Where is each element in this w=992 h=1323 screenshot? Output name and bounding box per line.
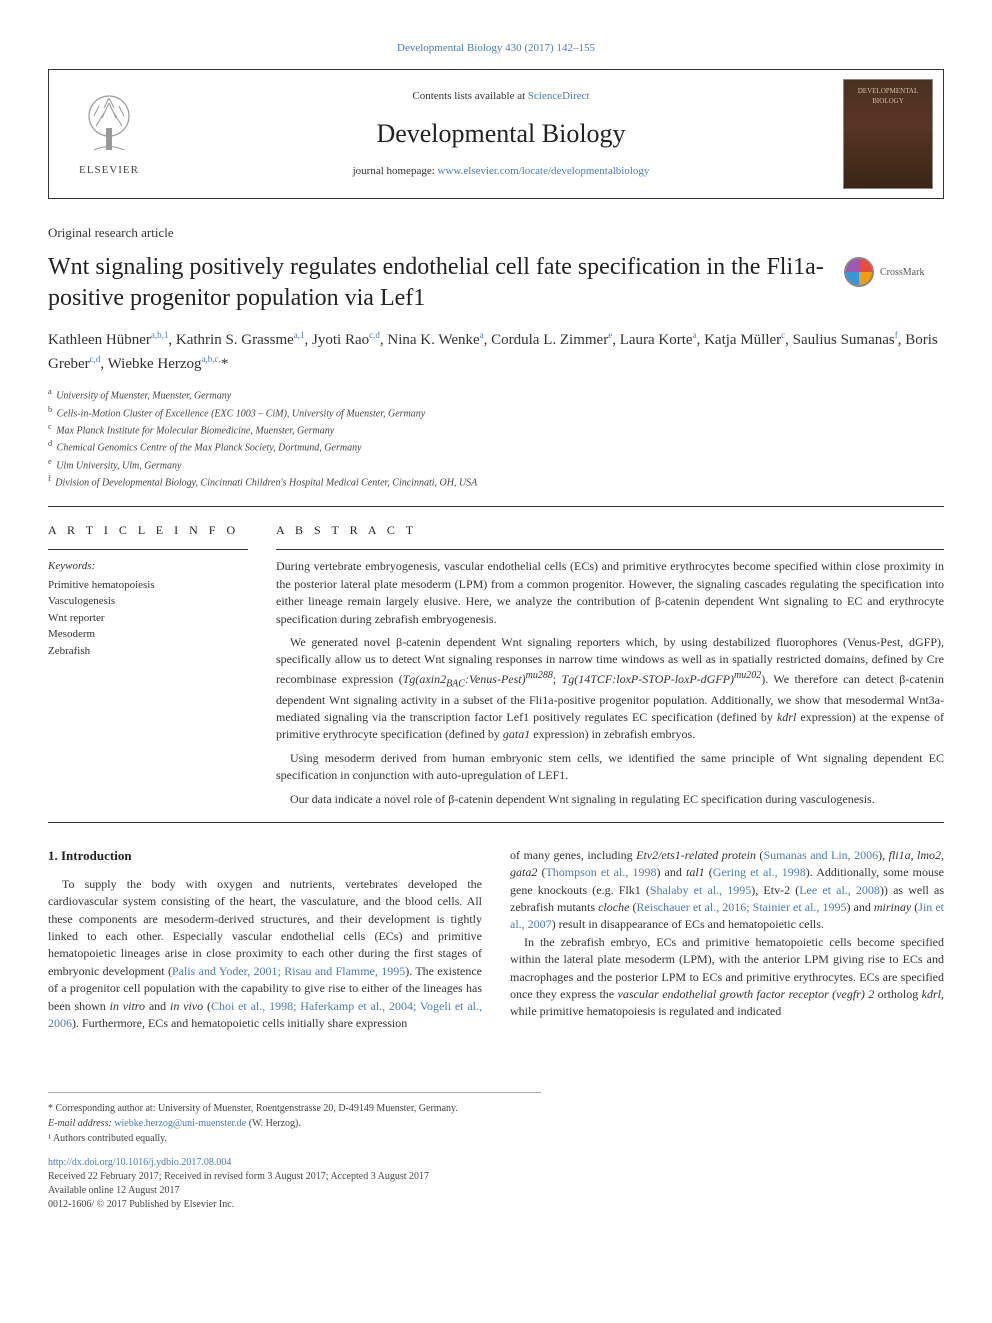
abstract-rule — [276, 549, 944, 550]
keyword-item: Wnt reporter — [48, 610, 248, 627]
affiliation-item: f Division of Developmental Biology, Cin… — [48, 473, 944, 490]
email-label: E-mail address: — [48, 1118, 114, 1129]
top-citation[interactable]: Developmental Biology 430 (2017) 142–155 — [48, 40, 944, 57]
contents-line: Contents lists available at ScienceDirec… — [412, 88, 589, 105]
email-link[interactable]: wiebke.herzog@uni-muenster.de — [114, 1118, 246, 1129]
sciencedirect-link[interactable]: ScienceDirect — [528, 90, 590, 102]
info-rule — [48, 549, 248, 550]
author-list: Kathleen Hübnera,b,1, Kathrin S. Grassme… — [48, 328, 944, 376]
intro-para-right-2: In the zebrafish embryo, ECs and primiti… — [510, 934, 944, 1021]
affiliation-item: d Chemical Genomics Centre of the Max Pl… — [48, 438, 944, 455]
publisher-name: ELSEVIER — [79, 162, 139, 179]
elsevier-tree-icon — [74, 88, 144, 158]
homepage-line: journal homepage: www.elsevier.com/locat… — [353, 163, 650, 180]
abstract-para: We generated novel β-catenin dependent W… — [276, 634, 944, 744]
affiliation-item: c Max Planck Institute for Molecular Bio… — [48, 421, 944, 438]
journal-cover-icon: DEVELOPMENTAL BIOLOGY — [843, 79, 933, 189]
intro-para-right-1: of many genes, including Etv2/ets1-relat… — [510, 847, 944, 934]
affiliation-item: b Cells-in-Motion Cluster of Excellence … — [48, 404, 944, 421]
crossmark-label: CrossMark — [880, 265, 924, 280]
doi-link[interactable]: http://dx.doi.org/10.1016/j.ydbio.2017.0… — [48, 1156, 944, 1170]
email-line: E-mail address: wiebke.herzog@uni-muenst… — [48, 1116, 541, 1131]
keywords-list: Primitive hematopoiesisVasculogenesisWnt… — [48, 577, 248, 660]
separator-rule — [48, 506, 944, 507]
abstract-para: Our data indicate a novel role of β-cate… — [276, 791, 944, 808]
homepage-link[interactable]: www.elsevier.com/locate/developmentalbio… — [438, 165, 650, 177]
journal-header: ELSEVIER Contents lists available at Sci… — [48, 69, 944, 199]
article-info-heading: A R T I C L E I N F O — [48, 521, 248, 539]
email-who: (W. Herzog). — [246, 1118, 301, 1129]
keyword-item: Zebrafish — [48, 643, 248, 660]
cover-text2: BIOLOGY — [872, 96, 904, 107]
crossmark-icon — [844, 257, 874, 287]
keyword-item: Primitive hematopoiesis — [48, 577, 248, 594]
abstract-col: A B S T R A C T During vertebrate embryo… — [276, 521, 944, 814]
abstract-text: During vertebrate embryogenesis, vascula… — [276, 558, 944, 808]
header-center: Contents lists available at ScienceDirec… — [169, 70, 833, 198]
keyword-item: Vasculogenesis — [48, 593, 248, 610]
received-line: Received 22 February 2017; Received in r… — [48, 1170, 944, 1184]
intro-heading: 1. Introduction — [48, 847, 482, 866]
intro-para-left: To supply the body with oxygen and nutri… — [48, 876, 482, 1033]
affiliations: a University of Muenster, Muenster, Germ… — [48, 386, 944, 490]
keywords-label: Keywords: — [48, 558, 248, 575]
article-info-col: A R T I C L E I N F O Keywords: Primitiv… — [48, 521, 248, 814]
abstract-para: Using mesoderm derived from human embryo… — [276, 750, 944, 785]
separator-rule-2 — [48, 822, 944, 823]
cover-text1: DEVELOPMENTAL — [858, 86, 919, 97]
article-title: Wnt signaling positively regulates endot… — [48, 252, 828, 314]
affiliation-item: e Ulm University, Ulm, Germany — [48, 456, 944, 473]
abstract-para: During vertebrate embryogenesis, vascula… — [276, 558, 944, 628]
affiliation-item: a University of Muenster, Muenster, Germ… — [48, 386, 944, 403]
contents-prefix: Contents lists available at — [412, 90, 527, 102]
body-column-right: of many genes, including Etv2/ets1-relat… — [510, 847, 944, 1032]
online-line: Available online 12 August 2017 — [48, 1184, 944, 1198]
equal-contrib: ¹ Authors contributed equally. — [48, 1131, 541, 1146]
crossmark-badge[interactable]: CrossMark — [844, 252, 944, 292]
doi-block: http://dx.doi.org/10.1016/j.ydbio.2017.0… — [48, 1156, 944, 1212]
publisher-logo-cell: ELSEVIER — [49, 70, 169, 198]
copyright-line: 0012-1606/ © 2017 Published by Elsevier … — [48, 1198, 944, 1212]
corresponding-author: * Corresponding author at: University of… — [48, 1101, 541, 1116]
keyword-item: Mesoderm — [48, 626, 248, 643]
journal-name: Developmental Biology — [376, 114, 625, 153]
article-type: Original research article — [48, 223, 944, 243]
body-column-left: 1. Introduction To supply the body with … — [48, 847, 482, 1032]
footnotes: * Corresponding author at: University of… — [48, 1092, 541, 1146]
abstract-heading: A B S T R A C T — [276, 521, 944, 539]
homepage-prefix: journal homepage: — [353, 165, 438, 177]
journal-cover-cell: DEVELOPMENTAL BIOLOGY — [833, 70, 943, 198]
